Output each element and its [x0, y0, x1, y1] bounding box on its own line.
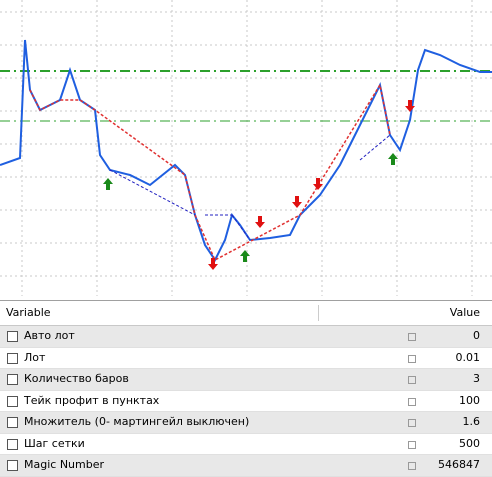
- param-row[interactable]: Количество баров 3: [0, 369, 492, 391]
- checkbox[interactable]: [7, 417, 18, 428]
- inputs-table: Variable Value Авто лот 0 Лот 0.01 Количеств…: [0, 300, 492, 477]
- param-name: Лот: [24, 350, 46, 364]
- param-value[interactable]: 3: [473, 372, 480, 385]
- type-icon: [408, 333, 416, 341]
- order-links: [109, 134, 391, 241]
- type-icon: [408, 397, 416, 406]
- rows: Авто лот 0 Лот 0.01 Количество баров 3 Тейк пр…: [0, 326, 492, 477]
- type-icon: [408, 354, 416, 363]
- param-value[interactable]: 500: [459, 436, 480, 450]
- type-icon: [408, 440, 416, 449]
- param-value[interactable]: 1.6: [462, 415, 481, 428]
- checkbox[interactable]: [7, 460, 18, 471]
- checkbox[interactable]: [7, 352, 18, 364]
- price-line-red: [29, 82, 391, 262]
- param-row[interactable]: Тейк профит в пунктах 100: [0, 391, 492, 412]
- type-icon: [408, 419, 416, 427]
- param-name: Множитель (0- мартингейл выключен): [24, 415, 250, 428]
- price-chart: [0, 0, 492, 296]
- param-name: Шаг сетки: [24, 436, 85, 450]
- header-value: Value: [449, 306, 480, 319]
- param-row[interactable]: Magic Number 546847: [0, 455, 492, 477]
- param-name: Тейк профит в пунктах: [24, 393, 160, 407]
- param-row[interactable]: Лот 0.01: [0, 348, 492, 369]
- checkbox[interactable]: [7, 395, 18, 407]
- checkbox[interactable]: [7, 438, 18, 450]
- param-value[interactable]: 0: [473, 329, 480, 342]
- header-variable: Variable: [6, 306, 51, 319]
- header-row: Variable Value: [0, 301, 492, 326]
- param-value[interactable]: 100: [459, 393, 480, 407]
- param-value[interactable]: 0.01: [455, 350, 481, 364]
- param-name: Авто лот: [24, 329, 75, 342]
- param-name: Количество баров: [24, 372, 129, 385]
- buy-arrows: [103, 153, 398, 262]
- sell-arrows: [208, 100, 415, 270]
- param-row[interactable]: Шаг сетки 500: [0, 434, 492, 455]
- param-row[interactable]: Авто лот 0: [0, 326, 492, 348]
- param-value[interactable]: 546847: [438, 458, 480, 471]
- chart-bg: [0, 0, 492, 296]
- checkbox[interactable]: [7, 331, 18, 342]
- param-row[interactable]: Множитель (0- мартингейл выключен) 1.6: [0, 412, 492, 434]
- checkbox[interactable]: [7, 374, 18, 385]
- type-icon: [408, 462, 416, 470]
- type-icon: [408, 376, 416, 384]
- param-name: Magic Number: [24, 458, 105, 471]
